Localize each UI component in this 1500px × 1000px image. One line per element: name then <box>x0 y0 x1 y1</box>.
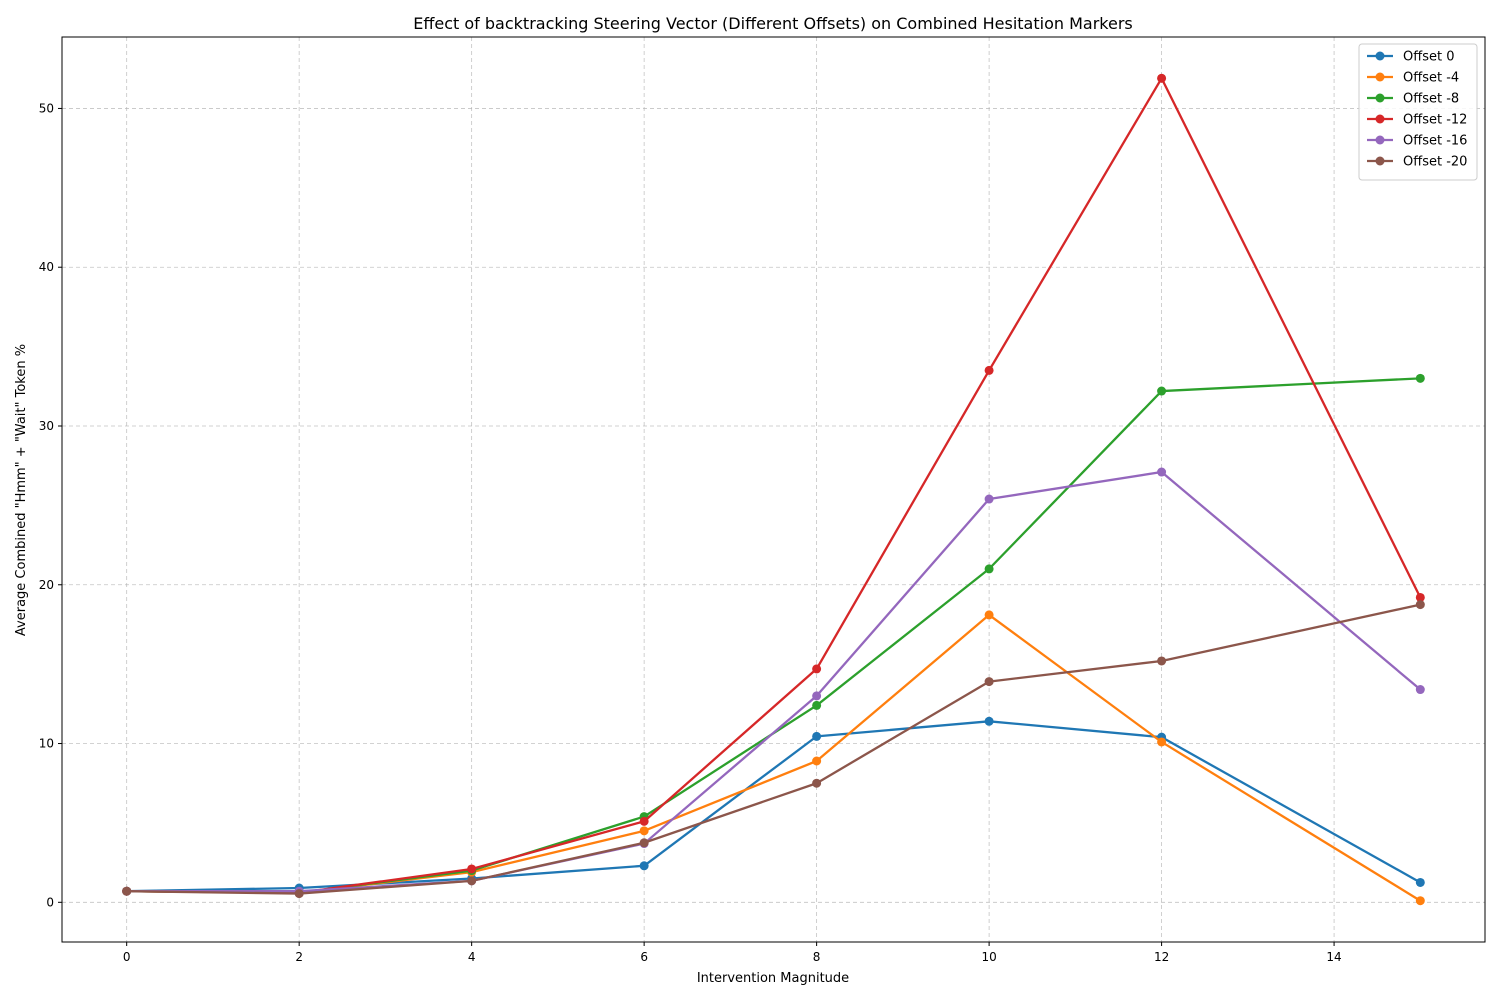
data-point <box>467 864 477 874</box>
series-line <box>126 720 1421 893</box>
legend-label: Offset -20 <box>1403 155 1467 170</box>
x-tick-label: 8 <box>813 950 821 964</box>
x-tick-label: 0 <box>123 950 131 964</box>
data-point <box>1415 685 1425 695</box>
x-tick-label: 12 <box>1154 950 1169 964</box>
series-line <box>126 377 1421 894</box>
y-tick-label: 30 <box>39 419 54 433</box>
data-point <box>812 778 822 788</box>
y-tick-label: 40 <box>39 260 54 274</box>
legend-item: Offset -16 <box>1367 134 1467 149</box>
x-tick-label: 6 <box>640 950 648 964</box>
data-point <box>1415 896 1425 906</box>
data-point <box>639 838 649 848</box>
data-point <box>1415 877 1425 887</box>
series-line <box>126 613 1421 902</box>
y-tick-label: 20 <box>39 578 54 592</box>
data-point <box>984 677 994 687</box>
legend-item: Offset -20 <box>1367 155 1467 170</box>
data-point <box>1415 600 1425 610</box>
data-point <box>639 826 649 836</box>
legend-item: Offset 0 <box>1367 50 1454 65</box>
data-point <box>812 664 822 674</box>
data-point <box>294 889 304 899</box>
x-tick-label: 14 <box>1326 950 1341 964</box>
series-offset-4 <box>122 610 1425 906</box>
legend-label: Offset -12 <box>1403 113 1467 128</box>
data-point <box>812 700 822 710</box>
legend-item: Offset -8 <box>1367 92 1459 107</box>
x-tick-label: 4 <box>468 950 476 964</box>
series-offset-8 <box>122 373 1425 898</box>
data-point <box>812 731 822 741</box>
y-tick-label: 50 <box>39 101 54 115</box>
legend-marker <box>1375 72 1385 82</box>
data-point <box>1157 737 1167 747</box>
data-point <box>1415 592 1425 602</box>
legend: Offset 0 Offset -4 Offset -8 Offset -12 Offs… <box>1358 43 1478 181</box>
data-point <box>984 564 994 574</box>
data-point <box>639 861 649 871</box>
legend-label: Offset -4 <box>1403 71 1459 86</box>
data-point <box>812 691 822 701</box>
y-axis-label: Average Combined "Hmm" + "Wait" Token % <box>14 344 29 636</box>
legend-marker <box>1375 156 1385 166</box>
legend-label: Offset 0 <box>1403 50 1454 65</box>
y-tick-label: 10 <box>39 737 54 751</box>
x-tick-label: 2 <box>295 950 303 964</box>
axis-ticks: 0 2 4 6 8 10 12 14 0 10 20 30 40 50 <box>39 101 1342 964</box>
data-point <box>984 494 994 504</box>
data-point <box>984 365 994 375</box>
data-point <box>1157 73 1167 83</box>
data-point <box>1157 386 1167 396</box>
data-point <box>812 756 822 766</box>
data-point <box>1157 467 1167 477</box>
series-line <box>126 603 1421 895</box>
legend-item: Offset -12 <box>1367 113 1467 128</box>
data-point <box>467 876 477 886</box>
series-offset-12 <box>122 73 1425 898</box>
series-line <box>126 77 1422 894</box>
data-point <box>984 610 994 620</box>
legend-marker <box>1375 114 1385 124</box>
legend-marker <box>1375 51 1385 61</box>
x-tick-label: 10 <box>981 950 996 964</box>
data-point <box>984 716 994 726</box>
legend-item: Offset -4 <box>1367 71 1459 86</box>
series-line <box>126 470 1422 893</box>
series-group <box>122 73 1425 906</box>
data-point <box>1157 656 1167 666</box>
legend-marker <box>1375 135 1385 145</box>
chart-title: Effect of backtracking Steering Vector (… <box>413 14 1132 33</box>
legend-label: Offset -16 <box>1403 134 1467 149</box>
data-point <box>122 886 132 896</box>
data-point <box>1415 373 1425 383</box>
series-offset-20 <box>122 600 1425 899</box>
grid-lines <box>62 37 1485 942</box>
legend-marker <box>1375 93 1385 103</box>
x-axis-label: Intervention Magnitude <box>697 971 849 986</box>
plot-frame <box>61 36 1486 943</box>
y-tick-label: 0 <box>46 895 54 909</box>
data-point <box>639 816 649 826</box>
legend-label: Offset -8 <box>1403 92 1459 107</box>
series-offset-16 <box>122 467 1425 896</box>
